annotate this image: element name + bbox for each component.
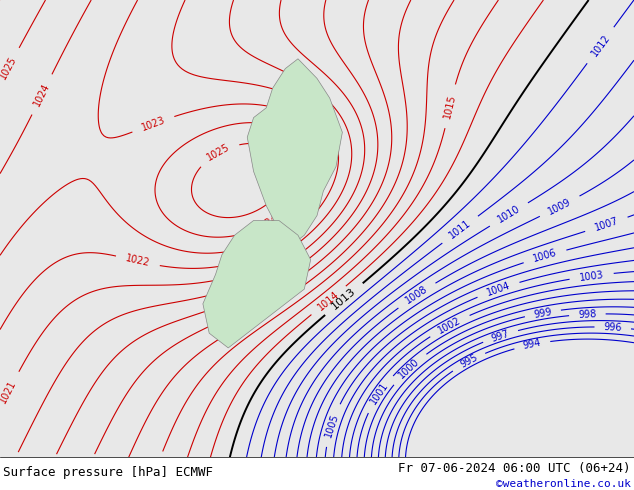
Text: 1013: 1013 bbox=[330, 286, 358, 312]
Text: 1007: 1007 bbox=[593, 216, 619, 233]
Text: 1019: 1019 bbox=[37, 461, 56, 488]
Text: 1016: 1016 bbox=[145, 459, 164, 486]
Text: Surface pressure [hPa] ECMWF: Surface pressure [hPa] ECMWF bbox=[3, 466, 213, 479]
Text: 1024: 1024 bbox=[32, 81, 52, 108]
Text: 1011: 1011 bbox=[448, 218, 473, 241]
Text: 1025: 1025 bbox=[205, 142, 231, 163]
Text: 1009: 1009 bbox=[547, 196, 573, 217]
Polygon shape bbox=[247, 59, 342, 245]
Text: 1023: 1023 bbox=[140, 115, 167, 133]
Text: 1000: 1000 bbox=[397, 357, 422, 381]
Text: 1001: 1001 bbox=[368, 381, 391, 407]
Text: 1006: 1006 bbox=[532, 248, 558, 264]
Text: 996: 996 bbox=[604, 322, 622, 333]
Text: 1015: 1015 bbox=[443, 93, 458, 120]
Bar bbox=[0, 457, 634, 490]
Text: 1004: 1004 bbox=[485, 280, 512, 298]
Text: 1014: 1014 bbox=[316, 289, 341, 312]
Text: 1020: 1020 bbox=[0, 459, 18, 486]
Text: 999: 999 bbox=[533, 306, 553, 319]
Text: 994: 994 bbox=[522, 338, 542, 351]
Text: 1010: 1010 bbox=[496, 204, 522, 225]
Text: 1022: 1022 bbox=[125, 253, 151, 269]
Text: 1005: 1005 bbox=[323, 412, 340, 439]
Text: 1003: 1003 bbox=[579, 270, 604, 283]
Text: ©weatheronline.co.uk: ©weatheronline.co.uk bbox=[496, 479, 631, 489]
Text: 1024: 1024 bbox=[254, 213, 280, 234]
Text: 995: 995 bbox=[458, 353, 479, 370]
Polygon shape bbox=[203, 220, 311, 348]
Text: 998: 998 bbox=[578, 309, 597, 320]
Text: 1018: 1018 bbox=[75, 461, 94, 488]
Text: Fr 07-06-2024 06:00 UTC (06+24): Fr 07-06-2024 06:00 UTC (06+24) bbox=[398, 462, 631, 475]
Text: 997: 997 bbox=[490, 328, 511, 343]
Text: 1002: 1002 bbox=[436, 315, 463, 336]
Text: 1008: 1008 bbox=[404, 284, 430, 306]
Text: 1012: 1012 bbox=[589, 32, 612, 58]
Text: 1021: 1021 bbox=[0, 378, 18, 405]
Text: 1025: 1025 bbox=[0, 54, 19, 81]
Text: 1017: 1017 bbox=[243, 306, 269, 327]
